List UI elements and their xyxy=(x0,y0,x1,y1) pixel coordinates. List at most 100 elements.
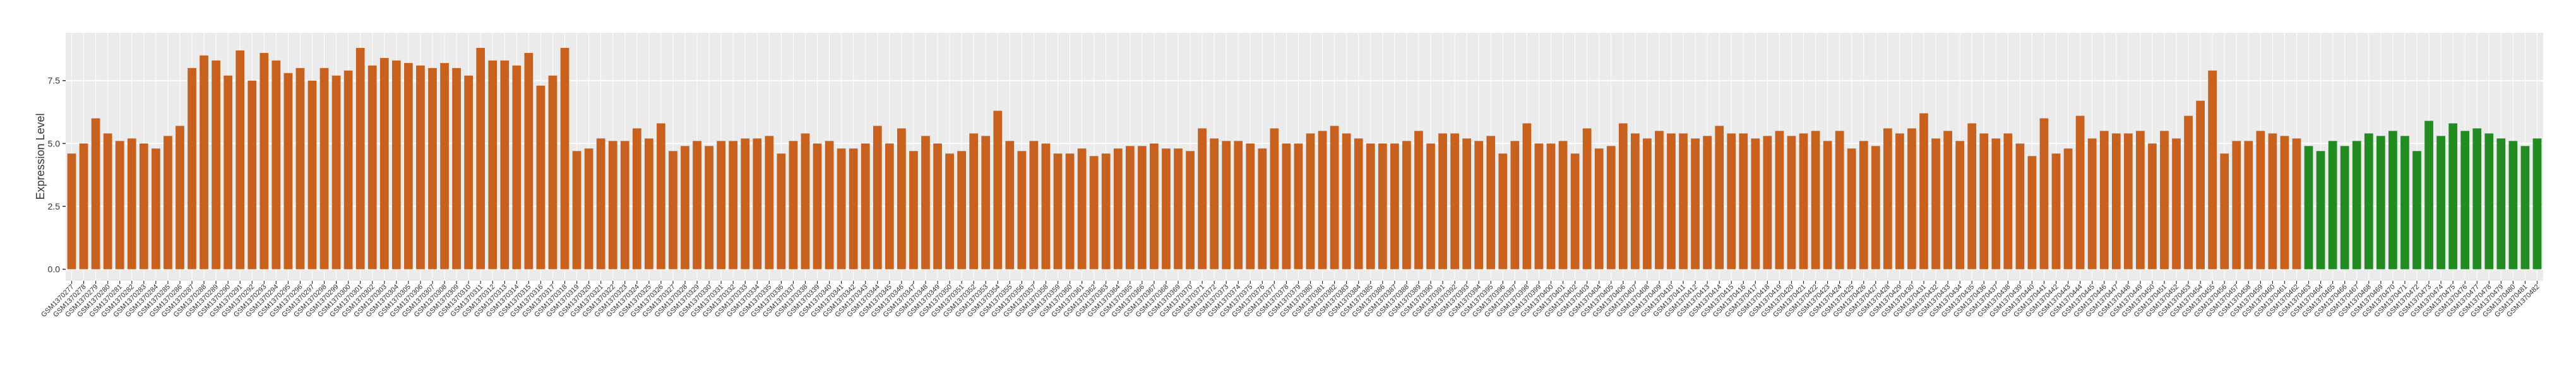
bar xyxy=(1967,123,1977,269)
bar xyxy=(1943,131,1952,269)
bar xyxy=(379,57,389,269)
bar xyxy=(1787,136,1796,269)
bar xyxy=(1402,141,1411,269)
bar xyxy=(2075,115,2085,269)
bar xyxy=(2208,70,2217,269)
bar xyxy=(2015,143,2025,269)
bar xyxy=(825,141,834,269)
bar xyxy=(2436,136,2445,269)
bar xyxy=(1101,153,1111,269)
y-tick-label: 5.0 xyxy=(48,138,61,148)
bar xyxy=(1907,128,1916,269)
bar xyxy=(1318,131,1327,269)
bar xyxy=(981,136,991,269)
bar xyxy=(1751,138,1760,269)
bar xyxy=(2400,136,2409,269)
bar xyxy=(1534,143,1544,269)
bar xyxy=(897,128,906,269)
bar xyxy=(681,146,689,269)
bar xyxy=(548,75,558,269)
bar xyxy=(139,143,148,269)
bar xyxy=(669,151,677,269)
bar xyxy=(2099,131,2109,269)
plot-panel xyxy=(66,33,2543,281)
bar xyxy=(236,50,245,269)
bar xyxy=(307,80,317,269)
bar xyxy=(813,143,822,269)
bar xyxy=(416,65,425,269)
bar xyxy=(2376,136,2385,269)
bar xyxy=(224,75,233,269)
bar xyxy=(2340,146,2349,269)
bar xyxy=(2220,153,2229,269)
bar xyxy=(164,136,172,269)
bar xyxy=(1306,133,1315,269)
bar xyxy=(620,141,629,269)
bar xyxy=(717,141,726,269)
bar xyxy=(2460,131,2470,269)
bar xyxy=(1198,128,1207,269)
bar xyxy=(861,143,870,269)
bar xyxy=(367,65,377,269)
bar xyxy=(440,62,449,269)
bar xyxy=(1258,148,1267,269)
bar xyxy=(2039,118,2049,269)
bar xyxy=(295,68,305,269)
bar xyxy=(2496,138,2506,269)
bar xyxy=(1570,153,1580,269)
bar xyxy=(753,138,762,269)
bar xyxy=(1234,141,1243,269)
bar xyxy=(1174,148,1183,269)
bar xyxy=(2472,128,2482,269)
bar xyxy=(91,118,100,269)
bar xyxy=(705,146,713,269)
bar xyxy=(993,110,1003,269)
bar xyxy=(2292,138,2301,269)
bar xyxy=(512,65,522,269)
bar xyxy=(632,128,641,269)
bar xyxy=(933,143,942,269)
bar xyxy=(1414,131,1423,269)
bar xyxy=(1150,143,1159,269)
bar xyxy=(1029,141,1039,269)
bar xyxy=(2184,115,2193,269)
bar xyxy=(1811,131,1820,269)
bar xyxy=(1991,138,2001,269)
bar xyxy=(2316,151,2325,269)
bar xyxy=(1005,141,1015,269)
bar xyxy=(2304,146,2313,269)
bar xyxy=(176,126,184,269)
y-tick-label: 7.5 xyxy=(48,76,61,86)
bar xyxy=(1667,133,1676,269)
bar xyxy=(247,80,257,269)
bar xyxy=(909,151,918,269)
bar xyxy=(837,148,846,269)
bar xyxy=(1630,133,1640,269)
bar xyxy=(1895,133,1904,269)
bar xyxy=(1137,146,1147,269)
bar xyxy=(560,47,569,269)
bar xyxy=(524,52,534,269)
bar xyxy=(1955,141,1965,269)
bar xyxy=(885,143,894,269)
bar xyxy=(1498,153,1508,269)
bar xyxy=(536,85,546,269)
bar xyxy=(1979,133,1989,269)
bar xyxy=(2063,148,2073,269)
bar xyxy=(644,138,653,269)
bar xyxy=(127,138,136,269)
bar xyxy=(1366,143,1375,269)
bar xyxy=(271,60,281,269)
bar xyxy=(200,55,208,269)
bar xyxy=(729,141,738,269)
bar xyxy=(67,153,76,269)
bar xyxy=(1691,138,1700,269)
bar xyxy=(1775,131,1784,269)
bar xyxy=(391,60,401,269)
bar xyxy=(2484,133,2494,269)
bar xyxy=(1582,128,1592,269)
bar xyxy=(1041,143,1051,269)
bar xyxy=(1282,143,1291,269)
bar xyxy=(1342,133,1351,269)
